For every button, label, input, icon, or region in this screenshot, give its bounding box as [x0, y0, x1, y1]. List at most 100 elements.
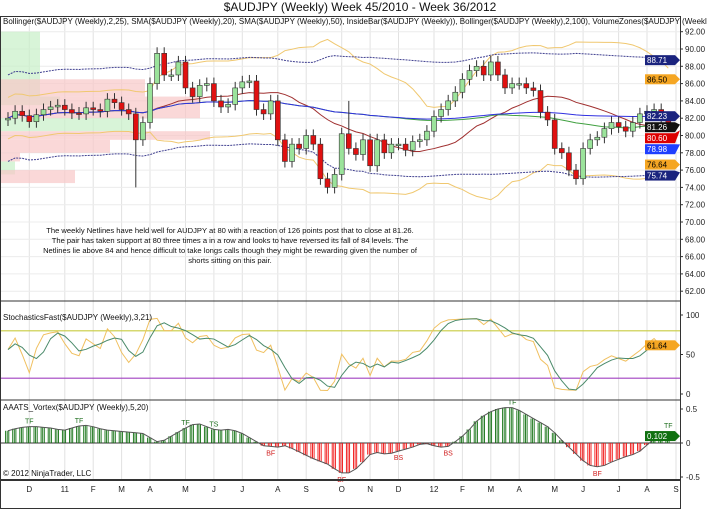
- candle-body: [615, 122, 622, 128]
- price-marker-label: 88.71: [647, 56, 668, 65]
- x-tick-label: J: [240, 485, 244, 494]
- candle-body: [168, 74, 175, 77]
- vortex-signal-label: TF: [25, 419, 34, 426]
- candle-body: [601, 128, 608, 138]
- candle-body: [40, 109, 47, 116]
- candle-body: [104, 98, 111, 112]
- price-marker: [645, 122, 675, 133]
- candle-body: [473, 66, 480, 71]
- candle-body: [303, 135, 310, 149]
- axes: D 11 F M A M J J A S O N D 12 F M A M J J A S 92.00 90.00 88.00 8…: [0, 16, 706, 509]
- price-marker: [645, 111, 675, 122]
- candle-body: [367, 139, 373, 167]
- candle-body: [133, 113, 139, 141]
- vortex-signal-label: BF: [266, 450, 275, 457]
- candle-body: [502, 74, 508, 89]
- vortex-signal-label: BS: [394, 455, 404, 462]
- price-tick-label: 62.00: [685, 287, 706, 296]
- price-tick-label: 88.00: [685, 62, 706, 71]
- x-axis-frame: [0, 480, 681, 509]
- candle-body: [225, 104, 231, 108]
- candle-body: [147, 83, 153, 123]
- candle-body: [551, 119, 558, 149]
- candle-body: [374, 139, 381, 167]
- price-marker-label: 80.60: [647, 134, 668, 143]
- price-marker-pointer: [675, 170, 680, 181]
- candle-body: [459, 78, 466, 93]
- candle-body: [282, 139, 288, 162]
- price-tick-label: 86.00: [685, 80, 706, 89]
- candle-body: [495, 61, 501, 76]
- candle-body: [289, 143, 295, 162]
- candle-body: [544, 111, 551, 121]
- candle-body: [381, 139, 388, 154]
- candle-body: [182, 61, 189, 89]
- candle-body: [395, 143, 402, 146]
- candle-body: [26, 115, 33, 122]
- candle-body: [125, 109, 132, 115]
- candle-body: [537, 90, 544, 113]
- candle-body: [587, 139, 594, 149]
- candle-body: [629, 122, 636, 132]
- stoch-value-marker-pointer: [675, 340, 680, 351]
- x-tick-label: F: [91, 485, 96, 494]
- candle-body: [246, 80, 253, 83]
- price-tick-label: 64.00: [685, 270, 706, 279]
- candle-body: [12, 110, 18, 119]
- volume-zone: [0, 79, 145, 97]
- price-legend: Bollinger($AUDJPY (Weekly),2,25), SMA($A…: [3, 17, 707, 26]
- x-tick-label: J: [212, 485, 216, 494]
- x-tick-label: M: [118, 485, 125, 494]
- price-tick-label: 84.00: [685, 97, 706, 106]
- candle-body: [33, 114, 40, 122]
- candle-body: [175, 61, 182, 76]
- vortex-signal-label: BF: [593, 471, 602, 478]
- stoch-value-marker-label: 61.64: [647, 341, 668, 350]
- candle-body: [558, 148, 565, 154]
- candle-body: [608, 122, 615, 129]
- x-tick-label: S: [673, 485, 678, 494]
- price-tick-label: 72.00: [685, 201, 706, 210]
- candle-body: [267, 100, 274, 115]
- candles: [5, 47, 672, 194]
- x-tick-label: J: [617, 485, 621, 494]
- x-tick-label: M: [487, 485, 494, 494]
- candle-body: [260, 109, 267, 115]
- candle-body: [196, 85, 203, 97]
- vortex-value-marker-pointer: [675, 431, 680, 442]
- price-marker: [645, 55, 675, 66]
- chart-title: $AUDJPY (Weekly) Week 45/2010 - Week 36/…: [224, 0, 497, 14]
- candle-body: [324, 178, 331, 188]
- plot-frame: [0, 16, 681, 480]
- price-marker: [645, 133, 675, 144]
- price-tick-label: 68.00: [685, 235, 706, 244]
- stoch-legend: StochasticsFast($AUDJPY (Weekly),3,21): [3, 313, 152, 322]
- vortex-tick-label: 0: [686, 439, 691, 448]
- price-marker-label: 86.50: [647, 75, 668, 84]
- candle-body: [360, 139, 366, 155]
- price-marker-label: 82.23: [647, 112, 668, 121]
- price-marker-label: 78.98: [647, 145, 668, 154]
- price-marker-pointer: [675, 122, 680, 133]
- indicator-lines: [7, 38, 669, 201]
- price-marker-label: 81.26: [647, 123, 668, 132]
- price-tick-label: 70.00: [685, 218, 706, 227]
- candle-body: [516, 83, 523, 86]
- volume-zone: [0, 170, 75, 184]
- price-tick-label: 90.00: [685, 45, 706, 54]
- x-tick-label: J: [581, 485, 585, 494]
- candle-body: [239, 81, 246, 89]
- candle-body: [317, 143, 324, 180]
- stoch-tick-label: 0: [686, 390, 691, 399]
- x-tick-label: S: [304, 485, 309, 494]
- candle-body: [118, 102, 125, 110]
- candle-body: [388, 143, 395, 154]
- candle-body: [253, 80, 260, 110]
- candle-body: [487, 61, 494, 76]
- price-marker: [645, 74, 675, 85]
- candle-body: [338, 133, 345, 175]
- price-marker-pointer: [675, 159, 680, 170]
- candle-body: [204, 83, 210, 86]
- candle-body: [424, 130, 430, 141]
